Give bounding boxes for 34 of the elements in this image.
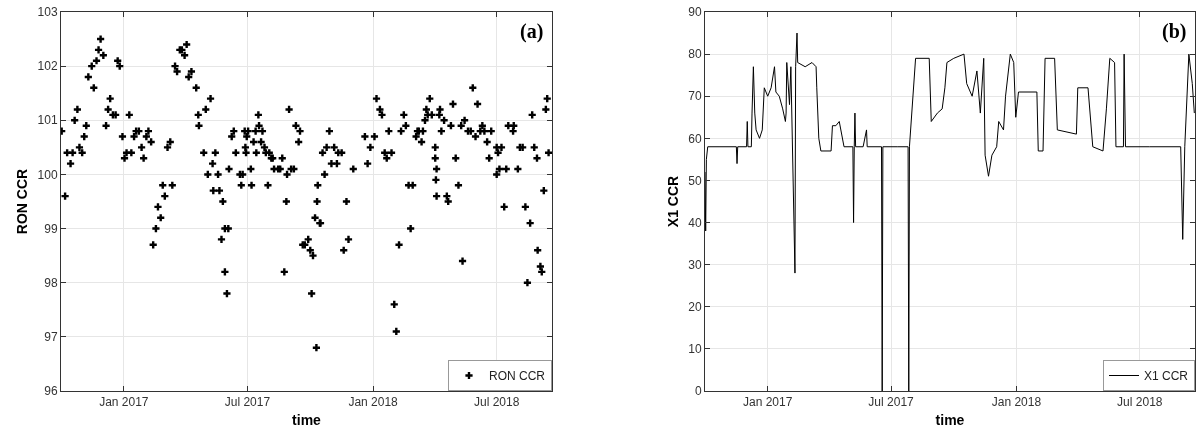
x-tick-label: Jul 2017 xyxy=(224,395,271,410)
x-tick-label: Jan 2018 xyxy=(348,395,399,410)
x-tick-label: Jan 2017 xyxy=(743,395,793,410)
y-tick-label: 103 xyxy=(37,5,58,20)
y-tick-label: 20 xyxy=(688,299,702,314)
y-tick-label: 101 xyxy=(37,113,58,128)
y-tick-label: 102 xyxy=(37,59,58,74)
x-axis-title: time xyxy=(292,411,322,428)
y-tick-label: 96 xyxy=(44,384,58,399)
y-tick-label: 90 xyxy=(688,5,702,20)
x-tick-label: Jul 2018 xyxy=(474,395,520,410)
y-tick-label: 10 xyxy=(688,342,702,357)
y-tick-label: 50 xyxy=(688,173,702,188)
y-tick-label: 97 xyxy=(44,330,58,345)
y-tick-label: 98 xyxy=(44,275,58,290)
x-tick-label: Jan 2017 xyxy=(99,395,149,410)
x-tick-label: Jul 2017 xyxy=(868,395,915,410)
legend-label: RON CCR xyxy=(489,369,546,384)
y-axis-title: RON CCR xyxy=(14,168,31,235)
y-tick-label: 30 xyxy=(688,257,702,272)
x-axis-title: time xyxy=(935,411,965,428)
y-tick-label: 60 xyxy=(688,131,702,146)
y-tick-label: 100 xyxy=(37,167,58,182)
y-tick-label: 99 xyxy=(44,221,58,236)
annotation: (a) xyxy=(520,20,544,43)
y-tick-label: 0 xyxy=(694,384,702,399)
annotation: (b) xyxy=(1162,20,1187,43)
legend-label: X1 CCR xyxy=(1144,369,1189,384)
x-tick-label: Jan 2018 xyxy=(991,395,1042,410)
y-tick-label: 80 xyxy=(688,47,702,62)
y-tick-label: 40 xyxy=(688,215,702,230)
y-tick-label: 70 xyxy=(688,89,702,104)
x-tick-label: Jul 2018 xyxy=(1117,395,1163,410)
y-axis-title: X1 CCR xyxy=(664,175,681,228)
